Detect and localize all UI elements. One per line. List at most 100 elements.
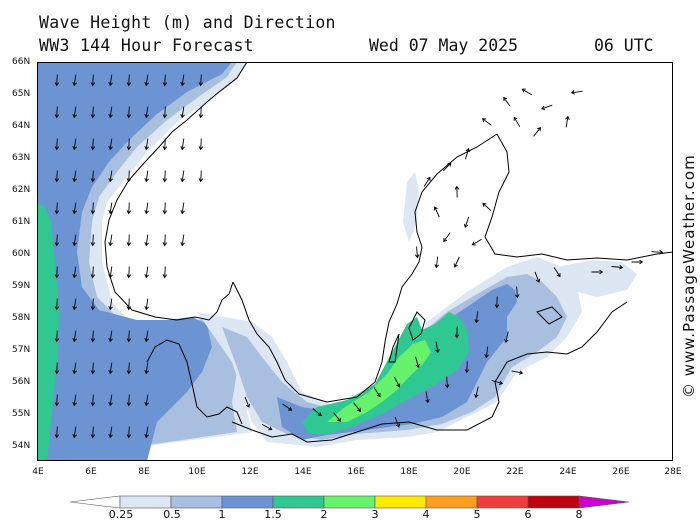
wave-direction-arrow xyxy=(282,403,293,411)
wave-direction-arrow xyxy=(108,234,113,247)
wave-direction-arrow xyxy=(72,426,77,439)
wave-direction-arrow xyxy=(180,138,185,151)
wave-direction-arrow xyxy=(198,170,204,183)
wave-direction-arrow xyxy=(491,379,504,385)
lon-label: 16E xyxy=(347,467,365,477)
wave-direction-arrow xyxy=(126,394,132,407)
wave-direction-arrow xyxy=(353,402,361,412)
wave-direction-arrow xyxy=(90,426,96,439)
wave-direction-arrow xyxy=(72,138,77,151)
lon-label: 20E xyxy=(453,467,471,477)
wave-direction-arrow xyxy=(126,362,132,375)
coastlines xyxy=(104,62,673,443)
wave-direction-arrow xyxy=(72,266,77,279)
wave-direction-arrow xyxy=(108,74,113,87)
wave-direction-arrow xyxy=(444,376,450,389)
wave-direction-arrow xyxy=(162,138,168,151)
wave-direction-arrow xyxy=(631,259,644,265)
wave-direction-arrow xyxy=(180,202,185,215)
wave-direction-arrow xyxy=(90,202,96,215)
wave-direction-arrow xyxy=(72,234,77,247)
wave-direction-arrow xyxy=(72,74,77,87)
bothnia-wave-band xyxy=(403,172,419,242)
lon-label: 28E xyxy=(664,467,682,477)
norway-coast xyxy=(104,62,248,321)
wave-direction-arrow xyxy=(126,106,132,119)
wave-direction-arrow xyxy=(144,234,149,247)
scale-label: 3 xyxy=(371,508,379,521)
wave-direction-arrow xyxy=(90,106,96,119)
wave-direction-arrow xyxy=(126,170,132,183)
lat-label: 62N xyxy=(12,185,31,195)
scale-swatch xyxy=(221,495,274,509)
wave-direction-arrow xyxy=(54,426,60,439)
wave-direction-arrow xyxy=(484,346,489,359)
baltic-wave-band-peak xyxy=(302,312,469,434)
north-sea-wave-band-high xyxy=(37,62,232,461)
wave-direction-arrow xyxy=(180,74,185,87)
wave-direction-arrow xyxy=(570,90,583,95)
wave-direction-arrow xyxy=(511,370,524,375)
wave-direction-arrow xyxy=(144,266,149,279)
scale-swatch xyxy=(527,495,580,509)
lat-label: 63N xyxy=(12,153,31,163)
wave-direction-arrow xyxy=(144,74,149,87)
wave-direction-arrow xyxy=(180,106,185,119)
wave-height-map xyxy=(37,62,673,461)
wave-direction-arrow xyxy=(72,298,77,311)
lon-label: 26E xyxy=(612,467,630,477)
wave-direction-arrow xyxy=(54,330,60,343)
wave-direction-arrow xyxy=(454,185,460,198)
finland-coast xyxy=(484,133,673,261)
gulf-wave-band xyxy=(557,260,637,297)
wave-direction-arrow xyxy=(144,170,149,183)
copyright-notice: © www.PassageWeather.com xyxy=(680,154,698,398)
wave-direction-arrow xyxy=(108,138,113,151)
baltic-wave-band-max xyxy=(327,340,431,422)
scale-label: 6 xyxy=(524,508,532,521)
wave-direction-arrow xyxy=(651,249,664,255)
wave-direction-arrow xyxy=(423,176,431,187)
forecast-date: Wed 07 May 2025 xyxy=(369,36,519,55)
wave-direction-arrow xyxy=(471,238,482,246)
wave-direction-arrow xyxy=(565,115,570,128)
wave-direction-arrow xyxy=(474,311,479,324)
scale-swatch xyxy=(119,495,172,509)
scale-swatch xyxy=(374,495,427,509)
map-frame xyxy=(37,62,673,461)
scale-swatch xyxy=(170,495,223,509)
scale-swatch xyxy=(476,495,529,509)
wave-direction-arrow xyxy=(54,394,60,407)
wave-direction-arrow xyxy=(72,170,77,183)
wave-direction-arrow xyxy=(54,298,60,311)
wave-direction-arrow xyxy=(198,138,204,151)
forecast-time: 06 UTC xyxy=(594,36,654,55)
wave-direction-arrow xyxy=(534,271,541,283)
wave-direction-arrow xyxy=(126,266,132,279)
wave-direction-arrow xyxy=(591,269,604,275)
lon-label: 10E xyxy=(188,467,206,477)
lat-label: 55N xyxy=(12,409,31,419)
wave-direction-arrow xyxy=(108,106,113,119)
wave-direction-arrow xyxy=(54,362,60,375)
lat-label: 57N xyxy=(12,345,31,355)
wave-direction-arrow xyxy=(90,266,96,279)
saaremaa-outline xyxy=(536,306,563,325)
wave-direction-arrow xyxy=(180,234,185,247)
lon-label: 24E xyxy=(559,467,577,477)
wave-direction-arrow xyxy=(414,246,420,259)
lat-label: 66N xyxy=(12,57,31,67)
wave-direction-arrow xyxy=(144,362,149,375)
lat-label: 65N xyxy=(12,89,31,99)
wave-direction-arrow xyxy=(162,266,168,279)
lon-label: 14E xyxy=(294,467,312,477)
wave-direction-arrow xyxy=(144,298,149,311)
wave-direction-arrow xyxy=(90,170,96,183)
wave-direction-arrow xyxy=(90,394,96,407)
sweden-west-coast xyxy=(232,133,498,403)
wave-direction-arrow xyxy=(198,74,204,87)
scale-label: 4 xyxy=(422,508,430,521)
lat-label: 60N xyxy=(12,249,31,259)
wave-direction-arrow xyxy=(464,361,470,374)
wave-direction-arrow xyxy=(72,362,77,375)
